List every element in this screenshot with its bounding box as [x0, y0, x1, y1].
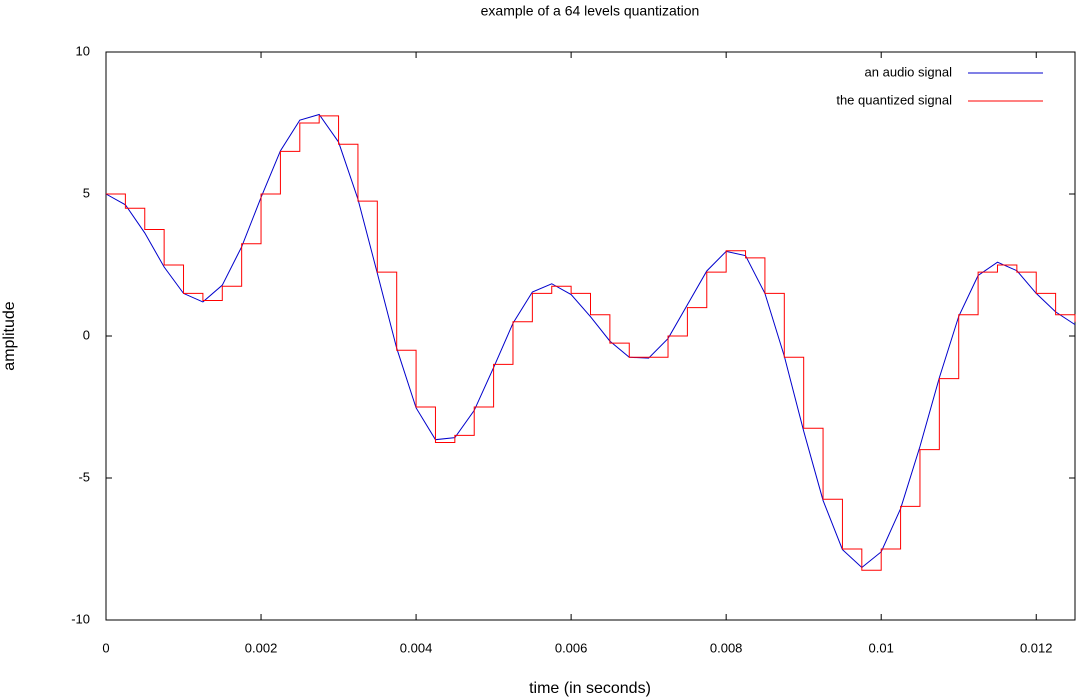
x-tick-label: 0.01	[869, 640, 894, 655]
series-line	[106, 115, 1076, 571]
y-tick-label: 0	[83, 327, 90, 342]
legend-label: an audio signal	[865, 64, 953, 79]
y-tick-label: -10	[71, 611, 90, 626]
y-axis-label: amplitude	[1, 301, 18, 370]
x-tick-label: 0.004	[400, 640, 433, 655]
plot-frame	[105, 51, 1076, 621]
x-tick-label: 0.008	[710, 640, 743, 655]
y-tick-label: 10	[76, 43, 90, 58]
x-axis-label: time (in seconds)	[529, 680, 651, 697]
x-tick-label: 0.002	[245, 640, 278, 655]
series-line	[105, 113, 1076, 569]
chart-title: example of a 64 levels quantization	[481, 3, 700, 19]
y-tick-label: -5	[78, 469, 90, 484]
x-tick-label: 0.006	[555, 640, 588, 655]
y-tick-label: 5	[83, 185, 90, 200]
x-tick-label: 0.012	[1020, 640, 1053, 655]
legend-label: the quantized signal	[836, 92, 952, 107]
x-tick-label: 0	[102, 640, 109, 655]
